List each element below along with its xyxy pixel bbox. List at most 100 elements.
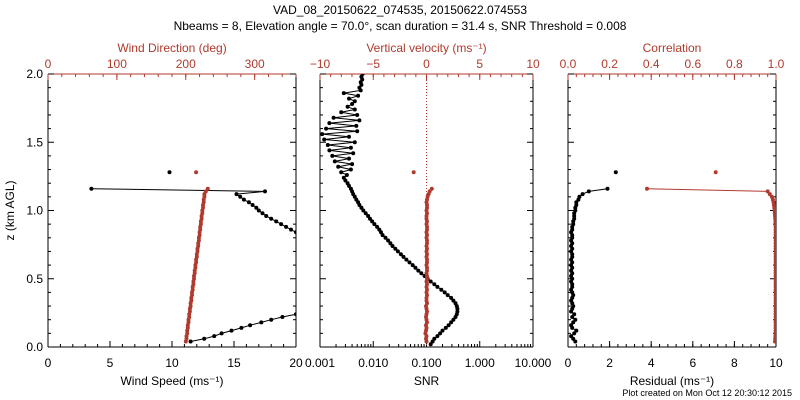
data-point-bottom: [577, 194, 582, 199]
data-point-bottom: [440, 328, 445, 333]
x-tick-label-top: 1.0: [768, 57, 785, 71]
data-point-bottom: [284, 224, 289, 229]
data-point-bottom: [410, 263, 415, 268]
data-point-bottom: [238, 194, 243, 199]
x-tick-label-bottom: 8: [731, 356, 738, 370]
y-tick-label: 1.0: [26, 204, 43, 218]
data-point-top: [429, 186, 434, 191]
data-point-bottom: [419, 271, 424, 276]
data-point-bottom: [345, 104, 350, 109]
data-point-top: [194, 260, 199, 265]
x-axis-label-top: Vertical velocity (ms⁻¹): [366, 41, 486, 55]
data-point-bottom: [354, 123, 359, 128]
data-point-bottom: [348, 186, 353, 191]
data-point-top: [427, 189, 432, 194]
data-point-bottom: [432, 336, 437, 341]
snr-vertical-velocity-panel: 0.001 0.010 0.100 1.000 10.000 SNR −10 −5 0 5 10 Ve…: [305, 41, 552, 388]
data-point-bottom: [446, 323, 451, 328]
data-point-bottom: [89, 186, 94, 191]
data-point-bottom: [370, 219, 375, 224]
data-point-bottom: [445, 293, 450, 298]
data-point-bottom: [375, 224, 380, 229]
data-point-top: [411, 170, 416, 175]
data-point-bottom: [250, 203, 255, 207]
x-tick-label-bottom: 15: [227, 356, 241, 370]
data-point-bottom: [363, 211, 368, 216]
data-point-bottom: [613, 170, 618, 175]
data-point-bottom: [202, 336, 207, 341]
x-tick-label-bottom: 6: [689, 356, 696, 370]
data-point-bottom: [350, 102, 355, 106]
data-point-bottom: [355, 129, 360, 134]
data-point-bottom: [573, 317, 578, 322]
x-axis-label-bottom: Wind Speed (ms⁻¹): [120, 374, 223, 388]
data-point-bottom: [572, 214, 577, 218]
data-point-top: [645, 186, 649, 191]
series-line-bottom: [91, 172, 296, 341]
data-point-bottom: [269, 317, 274, 322]
x-tick-label-bottom: 0: [45, 356, 52, 370]
data-point-bottom: [573, 339, 578, 344]
data-point-bottom: [348, 145, 353, 150]
data-point-bottom: [327, 148, 332, 153]
data-point-top: [713, 170, 718, 175]
wind-panel: 0.0 0.5 1.0 1.5 2.0 z (km AGL) 0 5 10 15 20 Wind Sp…: [3, 41, 303, 388]
x-tick-label-bottom: 0.010: [358, 356, 388, 370]
x-tick-label-bottom: 10.000: [515, 356, 552, 370]
x-tick-label-bottom: 4: [648, 356, 655, 370]
data-point-top: [194, 170, 199, 175]
data-point-bottom: [416, 268, 421, 273]
data-point-bottom: [580, 192, 585, 197]
data-point-bottom: [327, 121, 332, 126]
data-point-bottom: [331, 115, 336, 120]
data-point-bottom: [322, 137, 327, 142]
x-tick-label-top: 0: [423, 57, 430, 71]
data-point-bottom: [325, 143, 330, 147]
data-point-bottom: [569, 323, 574, 328]
data-point-bottom: [348, 167, 353, 172]
data-point-bottom: [212, 334, 217, 339]
data-point-bottom: [263, 189, 267, 194]
data-point-bottom: [569, 334, 574, 339]
data-point-bottom: [347, 156, 351, 161]
data-point-bottom: [435, 334, 440, 339]
data-point-bottom: [449, 295, 454, 300]
data-point-bottom: [372, 222, 377, 227]
title-line-1: VAD_08_20150622_074535, 20150622.074553: [273, 3, 527, 17]
data-point-bottom: [451, 298, 456, 303]
x-tick-label-top: 200: [176, 57, 196, 71]
x-tick-label-top: 0.0: [560, 57, 577, 71]
x-tick-label-top: 0.8: [726, 57, 743, 71]
data-point-bottom: [404, 257, 409, 262]
data-point-bottom: [355, 113, 360, 117]
data-point-bottom: [438, 331, 443, 336]
data-point-bottom: [605, 186, 610, 191]
data-point-bottom: [344, 173, 349, 177]
data-point-bottom: [388, 241, 393, 246]
data-point-top: [205, 186, 210, 191]
data-point-bottom: [571, 320, 576, 325]
data-point-bottom: [393, 246, 398, 251]
data-point-bottom: [398, 252, 403, 257]
title-line-2: Nbeams = 8, Elevation angle = 70.0°, sca…: [174, 19, 627, 33]
x-tick-label-top: 10: [526, 57, 540, 71]
y-tick-label: 2.0: [26, 67, 43, 81]
data-point-bottom: [428, 279, 433, 284]
data-point-bottom: [435, 284, 440, 289]
data-point-bottom: [360, 74, 365, 76]
data-point-bottom: [239, 325, 244, 330]
data-point-bottom: [341, 91, 346, 96]
x-tick-label-bottom: 1.000: [465, 356, 495, 370]
x-axis-label-top: Correlation: [643, 41, 702, 55]
data-point-top: [767, 192, 772, 197]
x-tick-label-top: 0: [45, 57, 52, 71]
data-point-bottom: [219, 331, 224, 336]
residual-correlation-panel: 0 2 4 6 8 10 Residual (ms⁻¹) 0.0 0.2 0.4 0.6 0.8 1.0…: [560, 41, 785, 388]
data-point-bottom: [401, 254, 406, 259]
data-point-bottom: [386, 238, 391, 243]
data-point-bottom: [586, 189, 591, 194]
x-tick-label-bottom: 0.100: [411, 356, 441, 370]
data-point-bottom: [254, 205, 259, 210]
data-point-top: [185, 331, 190, 336]
